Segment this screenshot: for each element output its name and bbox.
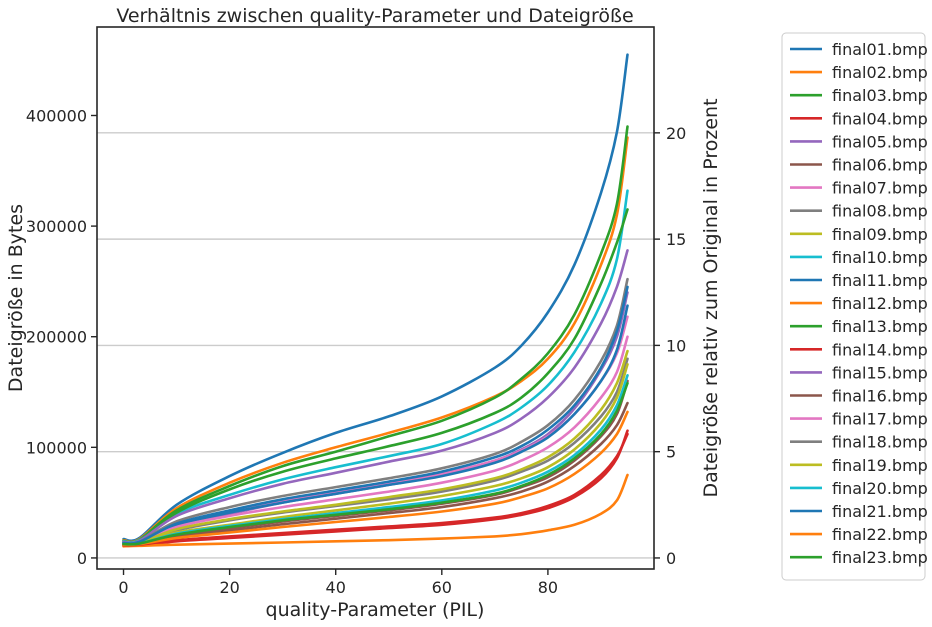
y-tick-label-0: 0 bbox=[77, 549, 87, 568]
series-line-final12 bbox=[122, 473, 629, 548]
chart-title: Verhältnis zwischen quality-Parameter un… bbox=[116, 5, 633, 27]
legend-label-final18: final18.bmp bbox=[832, 433, 928, 452]
legend-label-final13: final13.bmp bbox=[832, 317, 928, 336]
legend-label-final02: final02.bmp bbox=[832, 63, 928, 82]
series-line-final02 bbox=[122, 136, 629, 544]
series-line-final23 bbox=[122, 381, 629, 546]
y-axis-right: 0 5 10 15 20 bbox=[654, 124, 686, 568]
x-axis: 0 20 40 60 80 bbox=[118, 569, 558, 597]
legend-label-final20: final20.bmp bbox=[832, 479, 928, 498]
series-line-final03 bbox=[122, 125, 629, 544]
legend-label-final01: final01.bmp bbox=[832, 40, 928, 59]
legend-label-final05: final05.bmp bbox=[832, 132, 928, 151]
legend-label-final19: final19.bmp bbox=[832, 456, 928, 475]
x-tick-label-4: 80 bbox=[538, 578, 558, 597]
y-axis-left: 0 100000 200000 300000 400000 bbox=[26, 106, 97, 568]
series-line-final01 bbox=[122, 53, 629, 543]
x-tick-label-0: 0 bbox=[118, 578, 128, 597]
legend-label-final16: final16.bmp bbox=[832, 387, 928, 406]
series-line-final18 bbox=[122, 277, 629, 546]
y2-tick-label-3: 15 bbox=[666, 230, 686, 249]
x-tick-label-1: 20 bbox=[219, 578, 239, 597]
y2-tick-label-4: 20 bbox=[666, 124, 686, 143]
legend-label-final15: final15.bmp bbox=[832, 363, 928, 382]
x-tick-label-2: 40 bbox=[326, 578, 346, 597]
legend-label-final03: final03.bmp bbox=[832, 86, 928, 105]
plot-frame bbox=[96, 26, 655, 570]
series-line-final14 bbox=[122, 432, 629, 547]
legend-label-final14: final14.bmp bbox=[832, 340, 928, 359]
legend-label-final12: final12.bmp bbox=[832, 294, 928, 313]
x-axis-title: quality-Parameter (PIL) bbox=[266, 599, 485, 621]
series-line-final21 bbox=[122, 285, 629, 545]
series-line-final15 bbox=[122, 249, 629, 545]
legend-label-final11: final11.bmp bbox=[832, 271, 928, 290]
series-line-final13 bbox=[122, 208, 629, 545]
legend-label-final22: final22.bmp bbox=[832, 525, 928, 544]
y-tick-label-1: 100000 bbox=[26, 438, 87, 457]
y2-tick-label-0: 0 bbox=[666, 549, 676, 568]
y-axis-title: Dateigröße in Bytes bbox=[5, 204, 27, 392]
series-line-final16 bbox=[122, 401, 629, 547]
x-tick-label-3: 60 bbox=[432, 578, 452, 597]
legend-label-final08: final08.bmp bbox=[832, 202, 928, 221]
series-line-final17 bbox=[122, 335, 629, 546]
y-tick-label-2: 200000 bbox=[26, 328, 87, 347]
legend-label-final09: final09.bmp bbox=[832, 225, 928, 244]
series-lines bbox=[122, 53, 629, 548]
legend-label-final06: final06.bmp bbox=[832, 156, 928, 175]
legend-label-final17: final17.bmp bbox=[832, 410, 928, 429]
y-tick-label-3: 300000 bbox=[26, 217, 87, 236]
y2-axis-title: Dateigröße relativ zum Original in Proze… bbox=[700, 98, 722, 497]
series-line-final11 bbox=[122, 304, 629, 545]
legend: final01.bmp final02.bmp final03.bmp final04… bbox=[781, 32, 928, 581]
y2-tick-label-2: 10 bbox=[666, 336, 686, 355]
y-tick-label-4: 400000 bbox=[26, 106, 87, 125]
y2-tick-label-1: 5 bbox=[666, 443, 676, 462]
legend-label-final10: final10.bmp bbox=[832, 248, 928, 267]
series-line-final10 bbox=[122, 189, 629, 544]
legend-label-final23: final23.bmp bbox=[832, 548, 928, 567]
legend-frame bbox=[781, 32, 926, 581]
legend-label-final07: final07.bmp bbox=[832, 179, 928, 198]
legend-label-final04: final04.bmp bbox=[832, 109, 928, 128]
series-line-final19 bbox=[122, 349, 629, 546]
legend-label-final21: final21.bmp bbox=[832, 502, 928, 521]
series-line-final22 bbox=[122, 410, 629, 547]
